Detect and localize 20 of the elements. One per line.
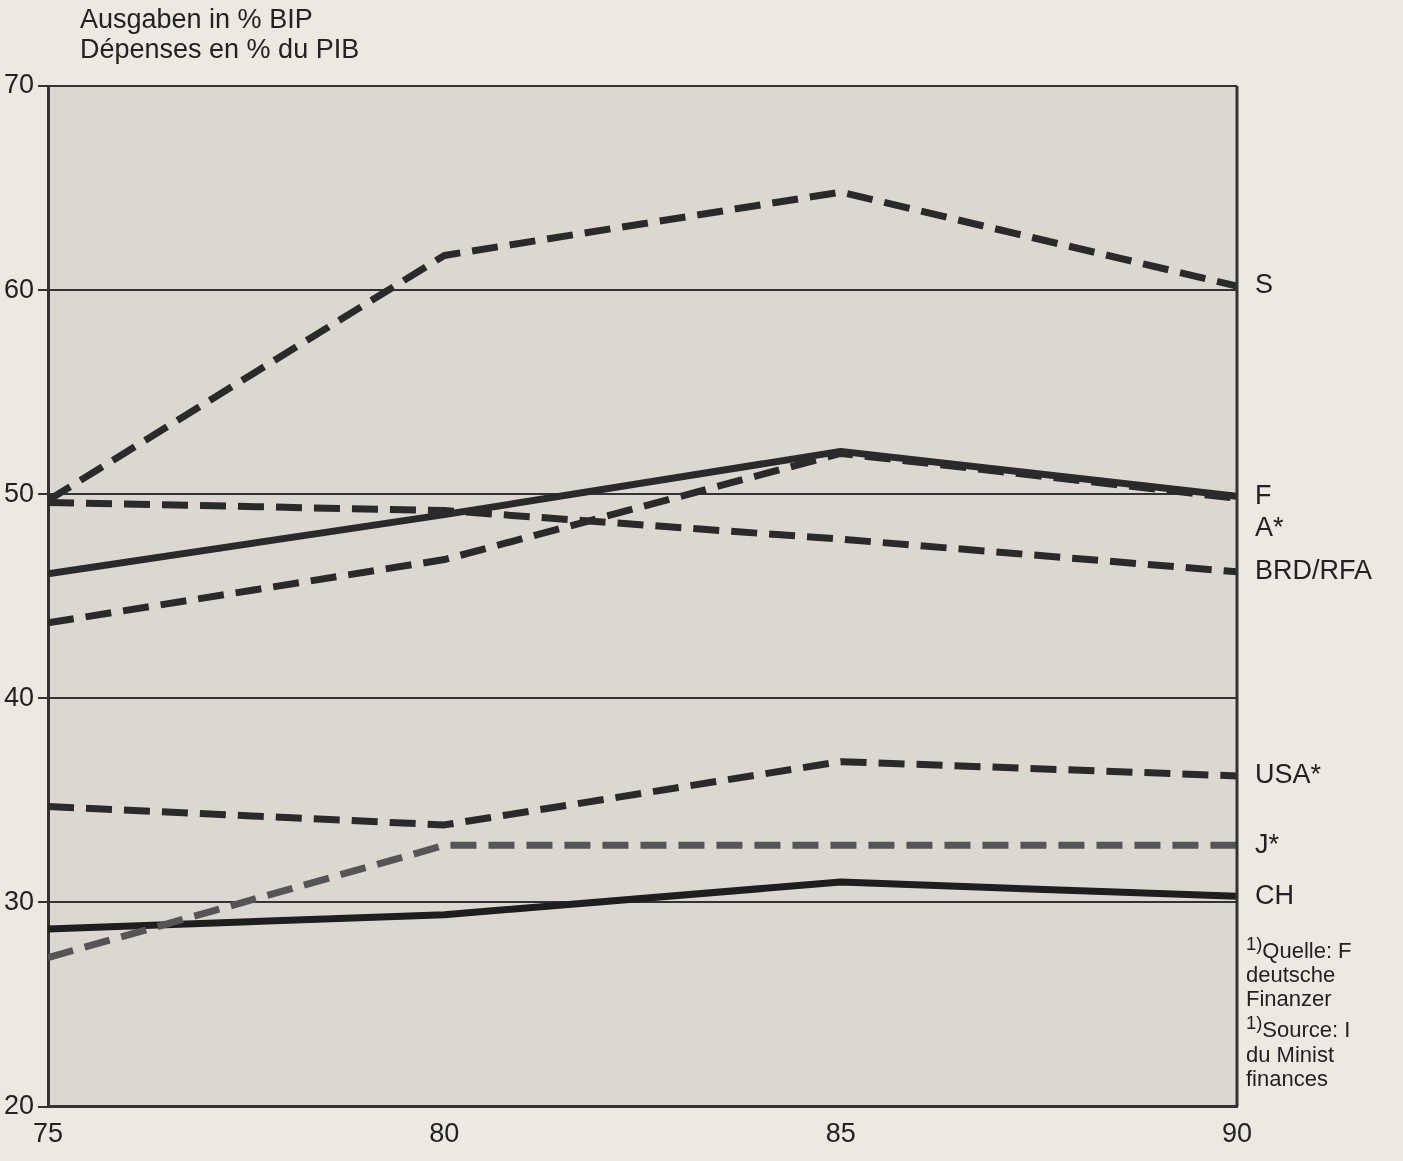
x-tick-label: 75 xyxy=(33,1118,64,1149)
series-label: A* xyxy=(1255,511,1285,542)
series-label: J* xyxy=(1255,828,1280,859)
y-tick-label: 60 xyxy=(3,273,35,304)
y-tick-label: 40 xyxy=(3,681,35,712)
y-axis-title: Ausgaben in % BIP Dépenses en % du PIB xyxy=(80,4,360,64)
y-tick-label: 20 xyxy=(3,1090,35,1121)
series-label: USA* xyxy=(1255,759,1322,790)
series-label: CH xyxy=(1255,879,1294,910)
series-label: S xyxy=(1255,269,1274,300)
x-tick-label: 90 xyxy=(1221,1118,1253,1149)
series-label: BRD/RFA xyxy=(1255,555,1373,586)
series-label: F xyxy=(1255,479,1272,510)
y-tick-label: 70 xyxy=(3,69,35,100)
x-tick-label: 85 xyxy=(825,1118,856,1149)
x-tick-label: 80 xyxy=(429,1118,460,1149)
text: $^{1)}$Quelle: F deutsche Finanzer xyxy=(1246,932,1352,1012)
y-tick-label: 50 xyxy=(3,477,35,508)
y-tick-label: 30 xyxy=(3,885,35,916)
text: $^{1)}$Source: I du Minist finances xyxy=(1246,1011,1352,1091)
